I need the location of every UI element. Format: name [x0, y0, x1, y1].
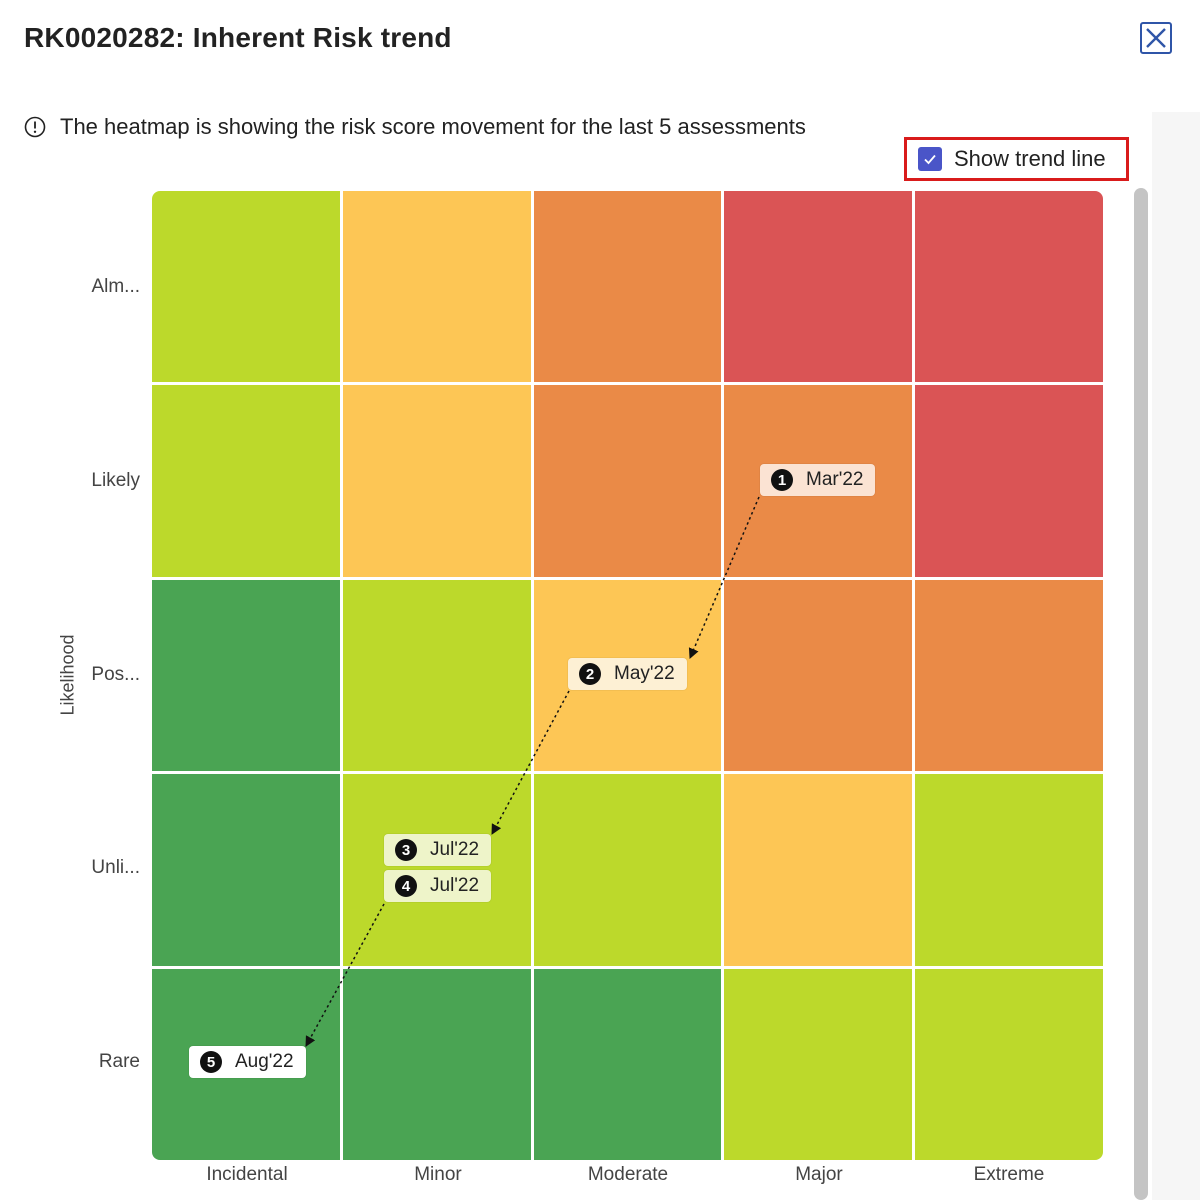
assessment-marker[interactable]: 1 Mar'22 — [760, 464, 876, 496]
column-label: Extreme — [973, 1164, 1045, 1185]
assessment-number-badge: 1 — [771, 469, 793, 491]
column-label: Minor — [414, 1164, 462, 1185]
assessment-date: May'22 — [614, 663, 675, 684]
assessment-marker[interactable]: 5 Aug'22 — [189, 1046, 306, 1078]
heatmap-cell — [915, 191, 1103, 383]
checkmark-icon — [924, 154, 936, 165]
heatmap-cell — [915, 385, 1103, 577]
heatmap-cell — [152, 774, 340, 966]
heatmap-cell — [724, 579, 913, 772]
scrollbar-track[interactable] — [1152, 112, 1200, 1200]
info-icon — [24, 116, 46, 138]
assessment-number-badge: 5 — [200, 1051, 222, 1073]
heatmap-cell — [724, 191, 913, 383]
scrollbar-thumb[interactable] — [1134, 188, 1148, 1200]
assessment-number-badge: 4 — [395, 875, 417, 897]
heatmap-cell — [915, 579, 1103, 772]
heatmap-cell — [152, 579, 340, 772]
heatmap-cell — [724, 774, 913, 966]
row-label: Pos... — [91, 664, 140, 685]
assessment-date: Jul'22 — [430, 875, 480, 896]
close-button[interactable] — [1140, 22, 1172, 54]
column-label: Moderate — [587, 1164, 669, 1185]
heatmap-cell — [915, 774, 1103, 966]
assessment-date: Mar'22 — [806, 469, 864, 490]
row-label: Rare — [98, 1051, 140, 1072]
row-label: Alm... — [91, 276, 140, 297]
heatmap-cell — [342, 579, 531, 772]
heatmap-cell — [533, 385, 722, 577]
heatmap-cell — [724, 968, 913, 1160]
assessment-marker[interactable]: 4 Jul'22 — [384, 870, 492, 902]
row-label: Likely — [91, 470, 140, 491]
show-trend-line-label: Show trend line — [954, 146, 1106, 171]
column-label: Incidental — [206, 1164, 288, 1185]
heatmap-cell — [342, 968, 531, 1160]
heatmap-cell — [533, 191, 722, 383]
info-text: The heatmap is showing the risk score mo… — [60, 114, 806, 139]
assessment-number-badge: 2 — [579, 663, 601, 685]
assessment-marker[interactable]: 2 May'22 — [568, 658, 687, 690]
assessment-number-badge: 3 — [395, 839, 417, 861]
close-icon — [1146, 28, 1166, 48]
heatmap-cell — [533, 968, 722, 1160]
row-label: Unli... — [91, 857, 140, 878]
info-row: The heatmap is showing the risk score mo… — [24, 112, 806, 142]
heatmap-cell — [342, 385, 531, 577]
assessment-marker[interactable]: 3 Jul'22 — [384, 834, 492, 866]
heatmap-cell — [915, 968, 1103, 1160]
heatmap-cell — [533, 774, 722, 966]
heatmap-cell — [152, 191, 340, 383]
assessment-date: Jul'22 — [430, 839, 480, 860]
assessment-date: Aug'22 — [235, 1051, 294, 1072]
heatmap-cell — [152, 385, 340, 577]
heatmap-cell — [342, 191, 531, 383]
dialog-title: RK0020282: Inherent Risk trend — [24, 22, 452, 53]
show-trend-line-toggle[interactable]: Show trend line — [904, 137, 1129, 181]
show-trend-line-checkbox[interactable] — [918, 147, 942, 171]
column-label: Major — [795, 1164, 843, 1185]
